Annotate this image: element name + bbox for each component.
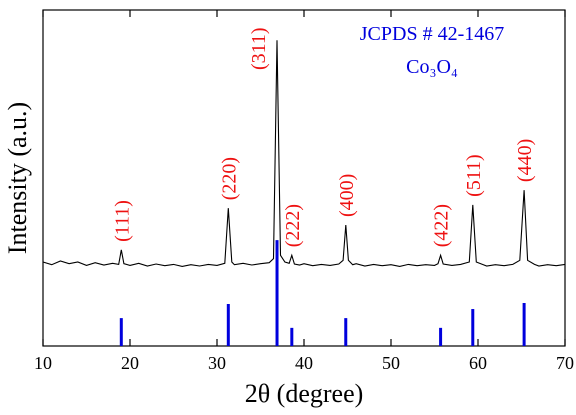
plot-frame <box>42 9 566 347</box>
xrd-pattern <box>42 40 566 267</box>
peak-label: (311) <box>248 27 270 70</box>
peak-label: (111) <box>111 200 133 242</box>
x-tick-label: 60 <box>469 353 487 373</box>
y-axis-label: Intensity (a.u.) <box>3 102 32 254</box>
peak-label: (422) <box>431 204 453 247</box>
x-tick-label: 10 <box>34 353 52 373</box>
compound: Co₃O₄ <box>406 56 458 78</box>
reference-title: JCPDS # 42-1467 <box>360 23 504 45</box>
peak-label: (400) <box>336 174 358 217</box>
x-tick-label: 70 <box>556 353 574 373</box>
peak-label: (511) <box>463 154 485 197</box>
peak-label: (222) <box>282 204 304 247</box>
x-axis-label: 2θ (degree) <box>245 379 364 408</box>
peak-label: (440) <box>514 139 536 182</box>
x-tick-label: 30 <box>208 353 226 373</box>
x-tick-label: 40 <box>295 353 313 373</box>
peak-label: (220) <box>218 157 240 200</box>
x-tick-label: 20 <box>121 353 139 373</box>
x-tick-label: 50 <box>382 353 400 373</box>
